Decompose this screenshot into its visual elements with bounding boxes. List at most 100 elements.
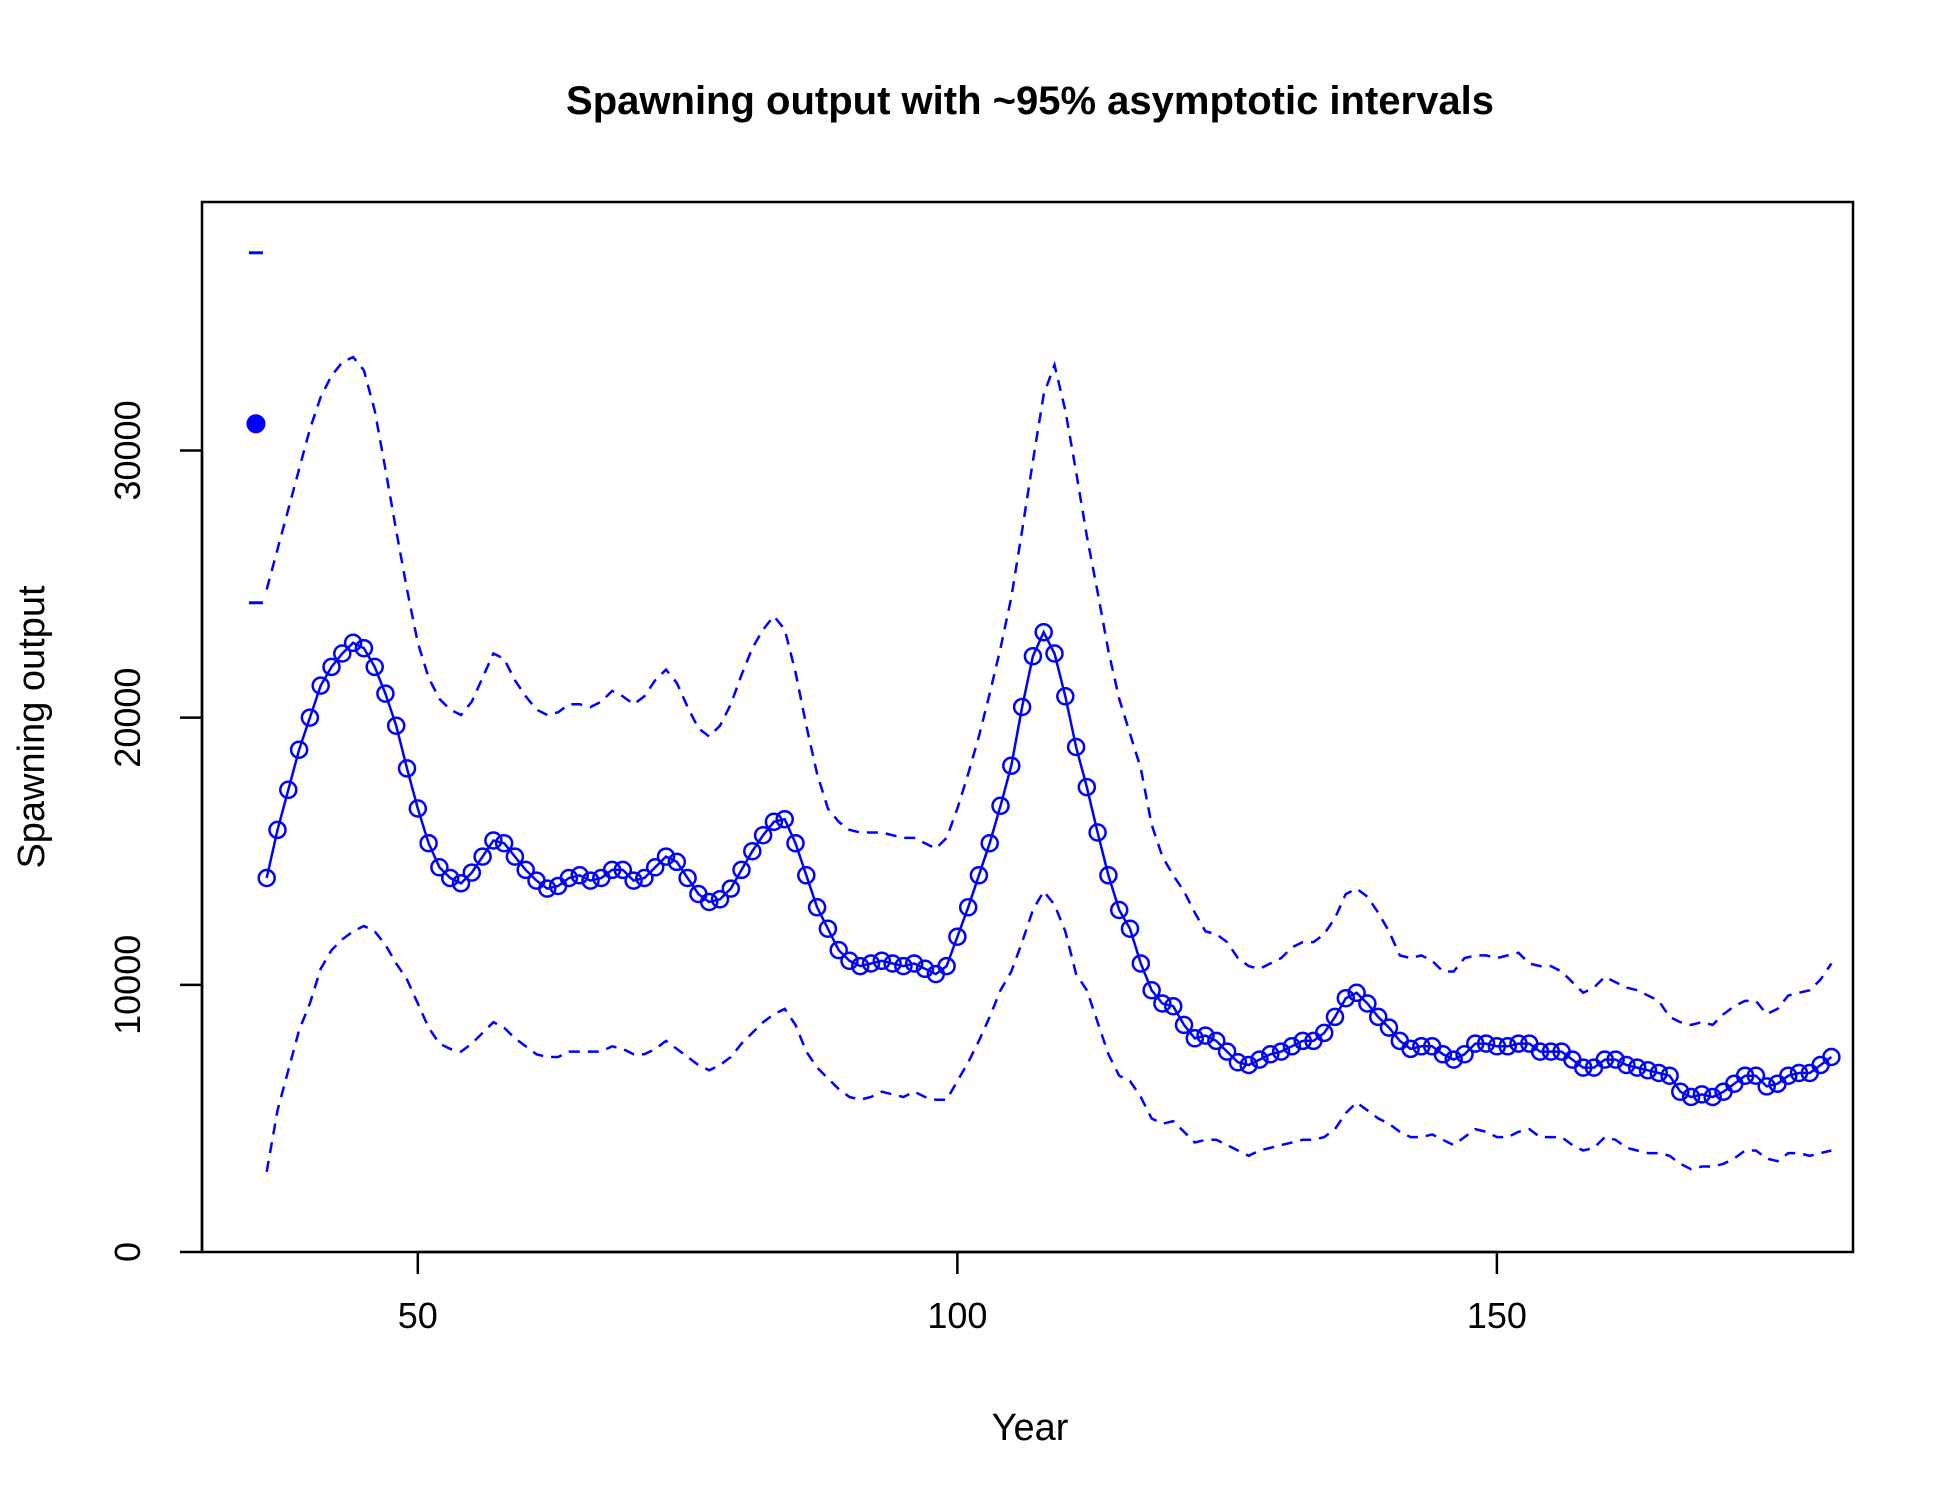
virgin-point	[246, 414, 266, 434]
estimate-point	[494, 833, 514, 853]
estimate-point	[818, 919, 838, 938]
y-axis-label: Spawning output	[11, 585, 53, 869]
estimate-point	[1746, 1066, 1766, 1085]
estimate-point	[1822, 1047, 1841, 1067]
estimate-point	[1066, 737, 1086, 757]
estimate-point	[473, 847, 492, 866]
estimate-point	[1131, 954, 1151, 973]
estimate-point	[948, 927, 967, 946]
estimate-point	[1779, 1066, 1798, 1085]
chart-title: Spawning output with ~95% asymptotic int…	[566, 79, 1494, 123]
estimate-point	[484, 831, 503, 850]
estimate-point	[915, 959, 935, 979]
estimate-point	[807, 898, 827, 917]
estimate-point	[1185, 1029, 1205, 1048]
lower-interval-series	[265, 889, 1832, 1173]
estimate-point	[1368, 1007, 1388, 1027]
estimate-point	[840, 951, 859, 971]
upper-interval-line	[265, 355, 1833, 1027]
estimate-point	[1099, 866, 1118, 885]
estimate-point	[1196, 1026, 1215, 1045]
estimate-point	[861, 954, 881, 973]
estimate-point	[333, 644, 352, 663]
estimate-point	[408, 799, 428, 818]
estimate-point	[430, 858, 449, 877]
estimate-point	[354, 638, 374, 658]
estimate-point	[1217, 1042, 1237, 1061]
estimate-point	[1174, 1015, 1194, 1035]
estimate-point	[980, 833, 999, 853]
estimate-point	[1077, 777, 1097, 797]
estimate-point	[1509, 1034, 1528, 1053]
estimate-point	[1573, 1058, 1593, 1077]
estimate-point	[440, 868, 460, 888]
estimate-point	[1487, 1037, 1507, 1056]
estimate-point	[613, 860, 633, 880]
estimate-point	[1271, 1042, 1291, 1061]
estimate-point	[667, 852, 687, 872]
estimate-point	[1239, 1055, 1258, 1075]
estimate-point	[1034, 622, 1053, 642]
estimate-point	[1325, 1007, 1345, 1027]
estimate-point	[1757, 1077, 1776, 1096]
estimate-point	[797, 866, 816, 885]
estimate-point	[1088, 823, 1107, 842]
estimate-point	[656, 847, 676, 866]
estimate-point	[1142, 980, 1161, 1000]
estimate-point	[699, 892, 719, 912]
x-axis-label: Year	[992, 1407, 1069, 1449]
estimate-point	[1109, 900, 1129, 920]
estimate-point	[764, 812, 784, 832]
estimate-point	[743, 841, 762, 861]
lower-interval-line	[265, 889, 1832, 1173]
estimate-point	[1444, 1050, 1463, 1069]
estimate-point	[268, 820, 287, 840]
estimate-point	[1498, 1037, 1517, 1056]
estimate-series	[265, 629, 1833, 1099]
estimate-point	[732, 860, 751, 880]
estimate-point	[1228, 1053, 1248, 1072]
estimate-point	[678, 868, 697, 888]
estimate-point	[1638, 1061, 1658, 1080]
y-tick-label: 10000	[107, 935, 148, 1035]
estimate-point	[1789, 1063, 1809, 1083]
estimate-point	[602, 860, 622, 880]
estimate-point	[1660, 1066, 1679, 1085]
estimate-point	[1347, 983, 1366, 1003]
estimate-point	[397, 759, 417, 778]
estimate-point	[505, 847, 525, 866]
estimate-point	[365, 657, 384, 677]
estimate-point	[1336, 988, 1356, 1008]
estimate-point	[829, 940, 848, 960]
estimate-point	[753, 825, 773, 845]
estimate-points	[257, 622, 1841, 1107]
estimate-point	[1681, 1087, 1701, 1107]
x-tick-label: 150	[1467, 1295, 1527, 1336]
estimate-point	[894, 956, 913, 976]
estimate-point	[1401, 1039, 1420, 1059]
x-tick-label: 100	[927, 1295, 987, 1336]
estimate-point	[538, 879, 557, 898]
y-axis: 0 10000 20000 30000	[107, 400, 204, 1262]
estimate-point	[559, 868, 579, 888]
estimate-point	[343, 633, 363, 653]
estimate-point	[257, 868, 276, 888]
estimate-point	[1207, 1031, 1226, 1051]
estimate-point	[1002, 756, 1021, 775]
estimate-point	[1261, 1045, 1280, 1064]
estimate-point	[1649, 1063, 1669, 1083]
estimate-point	[516, 860, 535, 880]
estimate-point	[991, 796, 1010, 816]
estimate-point	[1012, 697, 1032, 717]
estimate-point	[1045, 644, 1064, 663]
estimate-point	[570, 866, 589, 885]
estimate-point	[462, 863, 482, 882]
estimate-point	[883, 954, 902, 973]
estimate-point	[279, 780, 298, 800]
estimate-point	[1703, 1087, 1722, 1107]
estimate-point	[1735, 1066, 1755, 1085]
estimate-point	[419, 833, 438, 853]
y-tick-label: 20000	[107, 668, 148, 768]
estimate-point	[1541, 1042, 1561, 1061]
estimate-point	[786, 833, 805, 853]
